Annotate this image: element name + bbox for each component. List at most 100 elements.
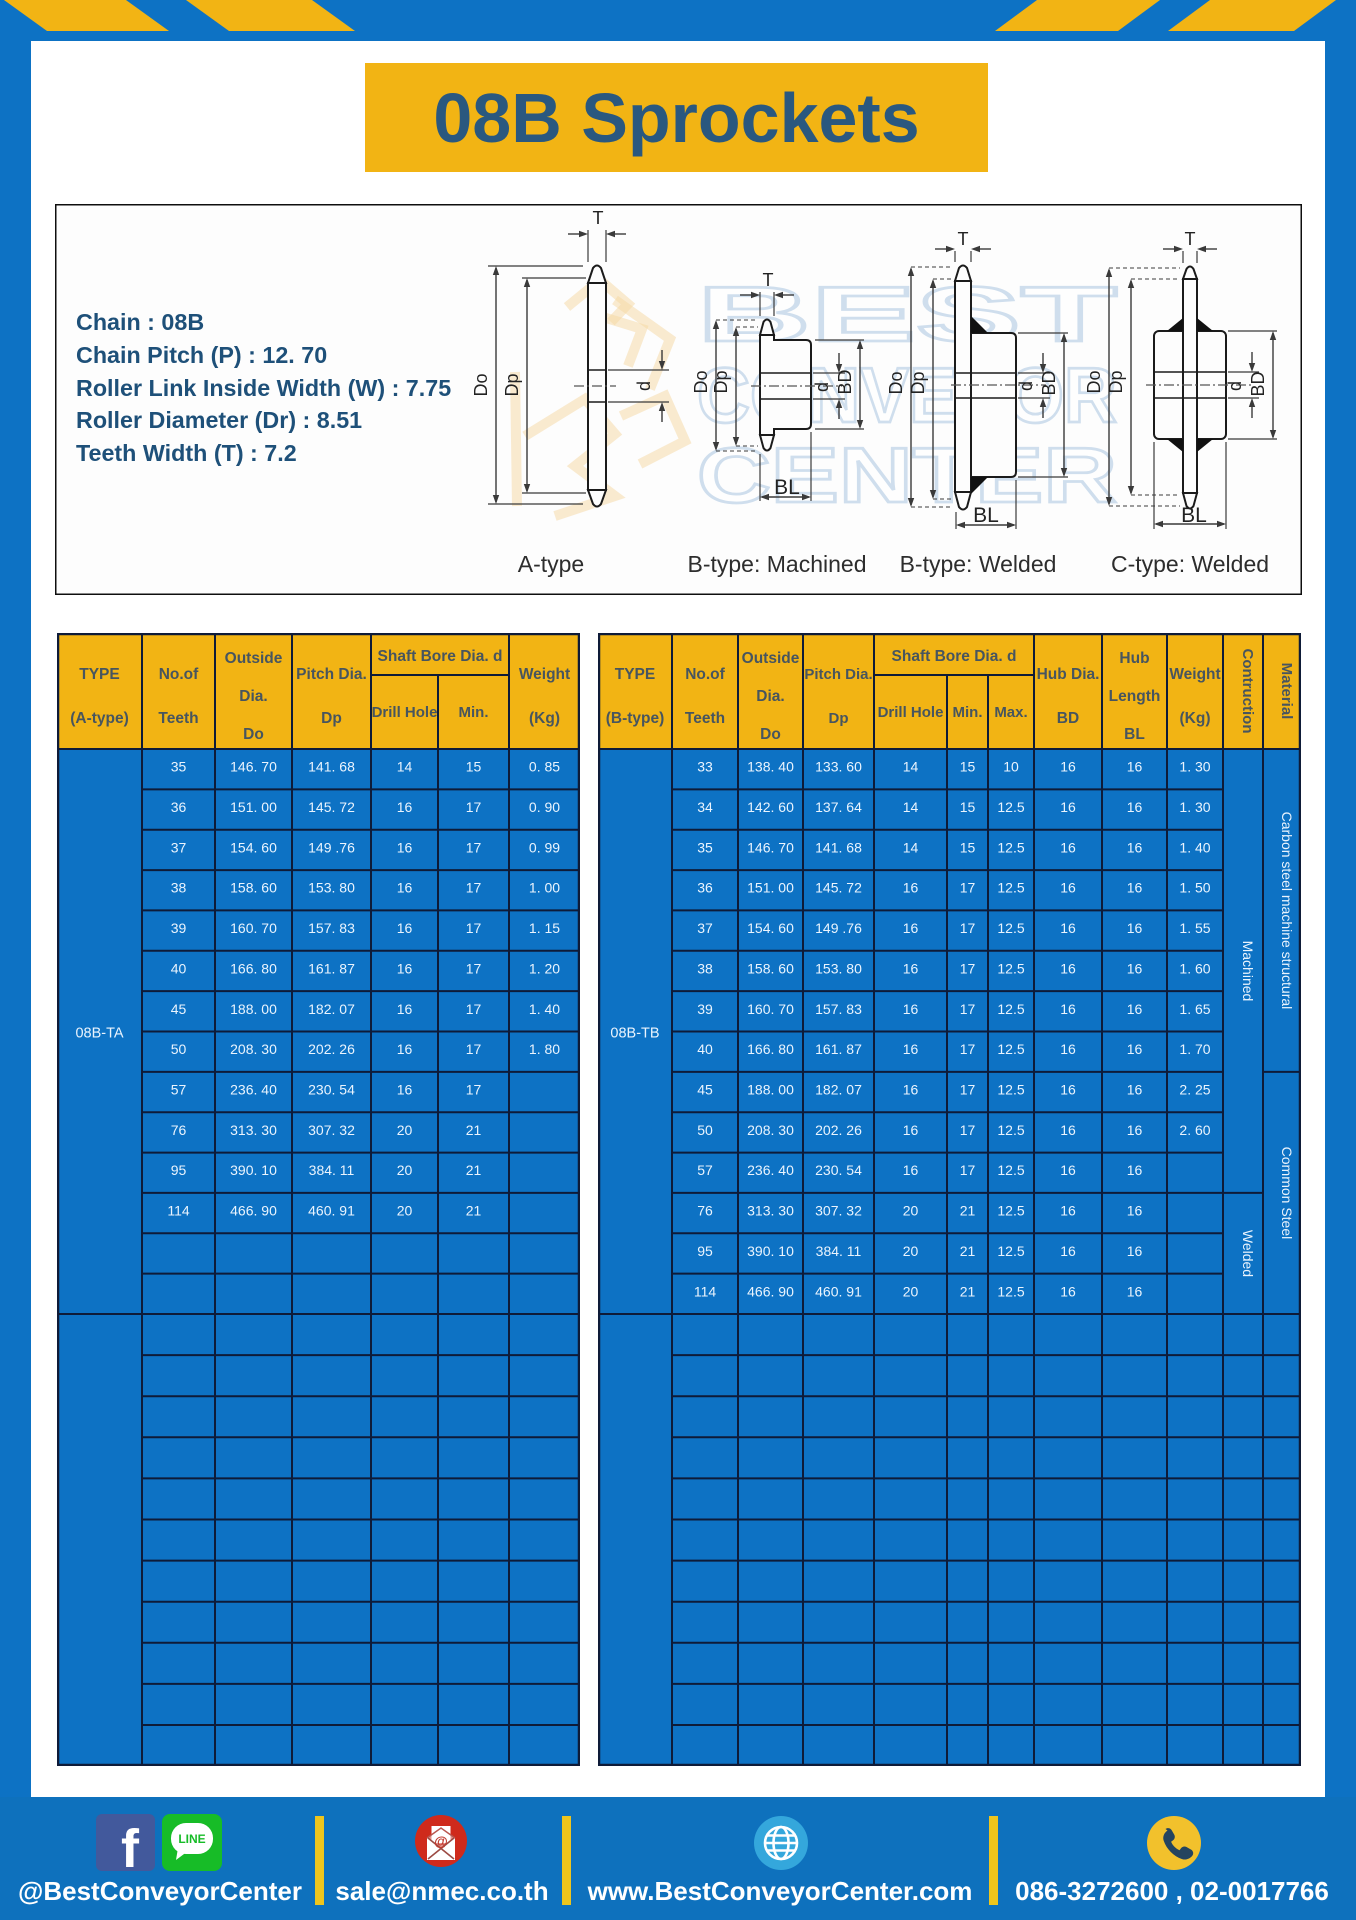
svg-text:20: 20 <box>397 1122 413 1138</box>
svg-text:37: 37 <box>171 839 187 855</box>
svg-text:16: 16 <box>1060 1001 1076 1017</box>
svg-text:Min.: Min. <box>459 704 489 721</box>
svg-text:No.of: No.of <box>685 666 725 683</box>
svg-text:16: 16 <box>397 1082 413 1098</box>
svg-text:12.5: 12.5 <box>997 1082 1024 1098</box>
svg-text:A-type: A-type <box>518 551 584 577</box>
svg-text:460. 91: 460. 91 <box>815 1283 862 1299</box>
svg-text:d: d <box>1016 381 1036 391</box>
svg-text:16: 16 <box>1060 1283 1076 1299</box>
svg-text:21: 21 <box>466 1122 482 1138</box>
svg-text:TYPE: TYPE <box>79 666 119 683</box>
svg-text:17: 17 <box>466 1041 482 1057</box>
svg-text:390. 10: 390. 10 <box>230 1162 277 1178</box>
svg-text:145. 72: 145. 72 <box>815 880 862 896</box>
svg-text:16: 16 <box>903 1001 919 1017</box>
svg-text:114: 114 <box>694 1283 717 1299</box>
svg-text:230. 54: 230. 54 <box>308 1082 355 1098</box>
svg-text:16: 16 <box>903 1041 919 1057</box>
svg-text:20: 20 <box>397 1162 413 1178</box>
svg-text:17: 17 <box>960 1162 976 1178</box>
svg-text:141. 68: 141. 68 <box>815 839 862 855</box>
svg-text:21: 21 <box>960 1243 976 1259</box>
svg-text:35: 35 <box>697 839 713 855</box>
svg-text:Outside: Outside <box>225 650 283 667</box>
svg-text:B-type: Welded: B-type: Welded <box>900 551 1057 577</box>
svg-text:17: 17 <box>466 920 482 936</box>
svg-text:153. 80: 153. 80 <box>308 880 355 896</box>
svg-text:95: 95 <box>697 1243 713 1259</box>
svg-text:1. 65: 1. 65 <box>1179 1001 1210 1017</box>
svg-text:21: 21 <box>466 1162 482 1178</box>
svg-text:BL: BL <box>1181 504 1207 527</box>
svg-text:16: 16 <box>1127 1243 1143 1259</box>
svg-text:Length: Length <box>1109 688 1161 705</box>
svg-text:313. 30: 313. 30 <box>230 1122 277 1138</box>
svg-text:39: 39 <box>697 1001 713 1017</box>
svg-text:16: 16 <box>1060 960 1076 976</box>
svg-text:57: 57 <box>171 1082 187 1098</box>
svg-text:16: 16 <box>1127 839 1143 855</box>
svg-text:1. 20: 1. 20 <box>529 960 560 976</box>
svg-text:Hub: Hub <box>1119 650 1149 667</box>
svg-text:Machined: Machined <box>1240 941 1256 1002</box>
svg-text:21: 21 <box>960 1283 976 1299</box>
svg-text:16: 16 <box>1060 839 1076 855</box>
svg-text:0. 90: 0. 90 <box>529 799 560 815</box>
svg-text:38: 38 <box>697 960 713 976</box>
svg-text:Dp: Dp <box>502 373 522 396</box>
svg-text:(Kg): (Kg) <box>1180 710 1211 727</box>
svg-text:17: 17 <box>466 1001 482 1017</box>
svg-text:16: 16 <box>1127 799 1143 815</box>
svg-text:202. 26: 202. 26 <box>815 1122 862 1138</box>
svg-text:40: 40 <box>697 1041 713 1057</box>
svg-text:Common Steel: Common Steel <box>1279 1147 1295 1240</box>
svg-text:16: 16 <box>1060 1041 1076 1057</box>
svg-text:Hub Dia.: Hub Dia. <box>1037 666 1100 683</box>
svg-text:16: 16 <box>903 1082 919 1098</box>
svg-text:1. 55: 1. 55 <box>1179 920 1210 936</box>
svg-text:16: 16 <box>397 839 413 855</box>
svg-text:Carbon steel machine structur: Carbon steel machine structural <box>1279 812 1295 1010</box>
svg-text:307. 32: 307. 32 <box>815 1203 862 1219</box>
svg-text:16: 16 <box>1127 1203 1143 1219</box>
svg-text:21: 21 <box>960 1203 976 1219</box>
svg-text:157. 83: 157. 83 <box>815 1001 862 1017</box>
svg-text:Dp: Dp <box>321 710 342 727</box>
svg-text:45: 45 <box>171 1001 187 1017</box>
svg-text:16: 16 <box>1127 759 1143 775</box>
svg-text:17: 17 <box>960 960 976 976</box>
svg-text:188. 00: 188. 00 <box>747 1082 794 1098</box>
svg-text:160. 70: 160. 70 <box>747 1001 794 1017</box>
svg-text:Teeth Width (T) : 7.2: Teeth Width (T) : 7.2 <box>76 440 297 466</box>
svg-text:16: 16 <box>1060 1203 1076 1219</box>
svg-text:12.5: 12.5 <box>997 960 1024 976</box>
svg-text:17: 17 <box>466 1082 482 1098</box>
svg-text:0. 85: 0. 85 <box>529 759 560 775</box>
svg-text:17: 17 <box>960 1001 976 1017</box>
svg-text:16: 16 <box>903 960 919 976</box>
svg-text:208. 30: 208. 30 <box>230 1041 277 1057</box>
svg-text:BL: BL <box>774 476 800 499</box>
svg-text:390. 10: 390. 10 <box>747 1243 794 1259</box>
svg-text:1. 40: 1. 40 <box>1179 839 1210 855</box>
svg-text:14: 14 <box>397 759 413 775</box>
svg-text:BD: BD <box>1057 710 1079 727</box>
svg-text:114: 114 <box>167 1203 190 1219</box>
svg-text:Outside: Outside <box>742 650 800 667</box>
svg-text:17: 17 <box>466 880 482 896</box>
svg-text:182. 07: 182. 07 <box>308 1001 355 1017</box>
svg-text:BD: BD <box>1039 370 1059 395</box>
svg-text:15: 15 <box>960 839 976 855</box>
svg-text:BL: BL <box>1124 726 1145 743</box>
svg-text:17: 17 <box>466 960 482 976</box>
svg-text:T: T <box>763 270 774 290</box>
svg-text:161. 87: 161. 87 <box>308 960 355 976</box>
svg-text:12.5: 12.5 <box>997 1243 1024 1259</box>
svg-text:TYPE: TYPE <box>615 666 655 683</box>
svg-text:@: @ <box>434 1833 448 1849</box>
svg-text:141. 68: 141. 68 <box>308 759 355 775</box>
svg-text:12.5: 12.5 <box>997 1162 1024 1178</box>
svg-text:Shaft Bore Dia. d: Shaft Bore Dia. d <box>378 648 503 665</box>
svg-text:No.of: No.of <box>159 666 199 683</box>
